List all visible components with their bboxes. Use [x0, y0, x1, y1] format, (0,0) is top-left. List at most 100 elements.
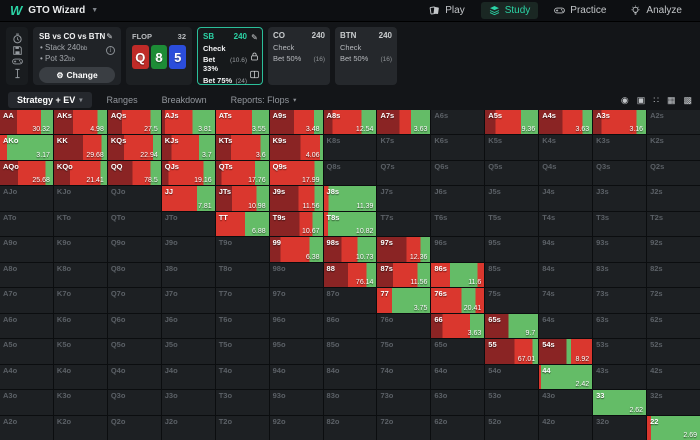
hand-cell-J9o[interactable]: J9o [161, 237, 215, 262]
hand-cell-A8o[interactable]: A8o [0, 262, 53, 288]
hand-cell-J2s[interactable]: J2s [647, 186, 700, 211]
hand-cell-86s[interactable]: 86s 11.6 [431, 262, 485, 288]
hand-cell-J5o[interactable]: J5o [161, 339, 215, 364]
hand-cell-T7s[interactable]: T7s [377, 211, 431, 237]
hand-cell-32s[interactable]: 32s [647, 390, 700, 415]
hand-cell-A9s[interactable]: A9s 3.48 [269, 110, 323, 135]
tab-strategy-ev[interactable]: Strategy + EV ▾ [8, 92, 92, 108]
hand-cell-T8o[interactable]: T8o [215, 262, 269, 288]
hand-cell-63o[interactable]: 63o [431, 390, 485, 415]
hand-cell-A6s[interactable]: A6s [431, 110, 485, 135]
hand-cell-64s[interactable]: 64s [539, 313, 593, 339]
hand-cell-Q3s[interactable]: Q3s [593, 160, 647, 186]
action-check[interactable]: Check [203, 43, 226, 53]
hand-cell-86o[interactable]: 86o [323, 313, 377, 339]
player-panel-sb[interactable]: SB 240 Check Bet 33% (10.6) Bet 75% (24) ✎ [197, 27, 263, 85]
hand-cell-74s[interactable]: 74s [539, 288, 593, 313]
hand-cell-33[interactable]: 33 2.62 [593, 390, 647, 415]
hand-cell-42s[interactable]: 42s [647, 364, 700, 390]
hand-cell-JTo[interactable]: JTo [161, 211, 215, 237]
hand-cell-76o[interactable]: 76o [377, 313, 431, 339]
hand-cell-AJo[interactable]: AJo [0, 186, 53, 211]
hand-cell-K3s[interactable]: K3s [593, 135, 647, 160]
hand-cell-T5o[interactable]: T5o [215, 339, 269, 364]
hand-cell-J7s[interactable]: J7s [377, 186, 431, 211]
hand-cell-Q7o[interactable]: Q7o [107, 288, 161, 313]
hand-cell-94s[interactable]: 94s [539, 237, 593, 262]
hand-cell-Q5s[interactable]: Q5s [485, 160, 539, 186]
hand-cell-98s[interactable]: 98s 10.73 [323, 237, 377, 262]
hand-cell-85o[interactable]: 85o [323, 339, 377, 364]
hand-cell-TT[interactable]: TT 6.88 [215, 211, 269, 237]
hand-cell-J4s[interactable]: J4s [539, 186, 593, 211]
hand-cell-72s[interactable]: 72s [647, 288, 700, 313]
hand-cell-82s[interactable]: 82s [647, 262, 700, 288]
hand-cell-T3s[interactable]: T3s [593, 211, 647, 237]
hand-cell-94o[interactable]: 94o [269, 364, 323, 390]
hand-cell-53o[interactable]: 53o [485, 390, 539, 415]
hand-cell-62o[interactable]: 62o [431, 415, 485, 440]
tab-reports-flops[interactable]: Reports: Flops ▾ [230, 95, 297, 105]
hand-cell-T2o[interactable]: T2o [215, 415, 269, 440]
hand-cell-22[interactable]: 22 2.69 [647, 415, 700, 440]
hand-cell-82o[interactable]: 82o [323, 415, 377, 440]
hand-cell-K8o[interactable]: K8o [53, 262, 107, 288]
hand-cell-Q3o[interactable]: Q3o [107, 390, 161, 415]
hand-cell-52s[interactable]: 52s [647, 339, 700, 364]
hand-cell-J6s[interactable]: J6s [431, 186, 485, 211]
timer-icon[interactable] [12, 33, 23, 44]
tab-breakdown[interactable]: Breakdown [161, 95, 207, 105]
nav-study[interactable]: Study [480, 2, 539, 19]
gamepad-icon[interactable] [11, 56, 23, 67]
info-icon[interactable]: i [106, 46, 115, 55]
hand-cell-83o[interactable]: 83o [323, 390, 377, 415]
hand-cell-Q5o[interactable]: Q5o [107, 339, 161, 364]
hand-cell-JTs[interactable]: JTs 10.98 [215, 186, 269, 211]
hand-cell-A5s[interactable]: A5s 9.36 [485, 110, 539, 135]
hand-cell-95o[interactable]: 95o [269, 339, 323, 364]
hand-cell-93o[interactable]: 93o [269, 390, 323, 415]
hand-cell-AQs[interactable]: AQs 27.5 [107, 110, 161, 135]
hand-cell-77[interactable]: 77 3.75 [377, 288, 431, 313]
text-cursor-icon[interactable] [12, 68, 23, 79]
hand-cell-J7o[interactable]: J7o [161, 288, 215, 313]
hand-cell-QQ[interactable]: QQ 78.5 [107, 160, 161, 186]
hand-cell-73o[interactable]: 73o [377, 390, 431, 415]
hand-cell-QTo[interactable]: QTo [107, 211, 161, 237]
hand-cell-K6s[interactable]: K6s [431, 135, 485, 160]
hand-cell-K7o[interactable]: K7o [53, 288, 107, 313]
hand-cell-74o[interactable]: 74o [377, 364, 431, 390]
hand-cell-Q8o[interactable]: Q8o [107, 262, 161, 288]
hand-cell-83s[interactable]: 83s [593, 262, 647, 288]
hand-cell-54o[interactable]: 54o [485, 364, 539, 390]
hand-cell-Q2s[interactable]: Q2s [647, 160, 700, 186]
hand-cell-75o[interactable]: 75o [377, 339, 431, 364]
hand-cell-Q8s[interactable]: Q8s [323, 160, 377, 186]
hand-cell-K7s[interactable]: K7s [377, 135, 431, 160]
hand-cell-JJ[interactable]: JJ 7.81 [161, 186, 215, 211]
hand-cell-AKs[interactable]: AKs 4.98 [53, 110, 107, 135]
tab-ranges[interactable]: Ranges [106, 95, 138, 105]
hand-cell-Q2o[interactable]: Q2o [107, 415, 161, 440]
hand-cell-92o[interactable]: 92o [269, 415, 323, 440]
hand-cell-J2o[interactable]: J2o [161, 415, 215, 440]
hand-cell-84o[interactable]: 84o [323, 364, 377, 390]
hand-cell-A7o[interactable]: A7o [0, 288, 53, 313]
hand-cell-Q4s[interactable]: Q4s [539, 160, 593, 186]
hand-cell-K2o[interactable]: K2o [53, 415, 107, 440]
hand-cell-KQs[interactable]: KQs 22.94 [107, 135, 161, 160]
hand-cell-Q9o[interactable]: Q9o [107, 237, 161, 262]
hand-cell-T8s[interactable]: T8s 10.82 [323, 211, 377, 237]
hand-cell-Q7s[interactable]: Q7s [377, 160, 431, 186]
save-icon[interactable] [12, 45, 23, 56]
hand-cell-T9s[interactable]: T9s 10.67 [269, 211, 323, 237]
hand-cell-76s[interactable]: 76s 20.41 [431, 288, 485, 313]
compact-view-icon[interactable]: ▣ [636, 94, 646, 105]
strategy-dot-view-icon[interactable]: ◉ [620, 94, 629, 105]
hand-cell-64o[interactable]: 64o [431, 364, 485, 390]
hand-cell-ATo[interactable]: ATo [0, 211, 53, 237]
hand-cell-K2s[interactable]: K2s [647, 135, 700, 160]
hand-cell-K6o[interactable]: K6o [53, 313, 107, 339]
action-bet-33[interactable]: Bet 33% (10.6) [203, 55, 247, 73]
hand-cell-T7o[interactable]: T7o [215, 288, 269, 313]
